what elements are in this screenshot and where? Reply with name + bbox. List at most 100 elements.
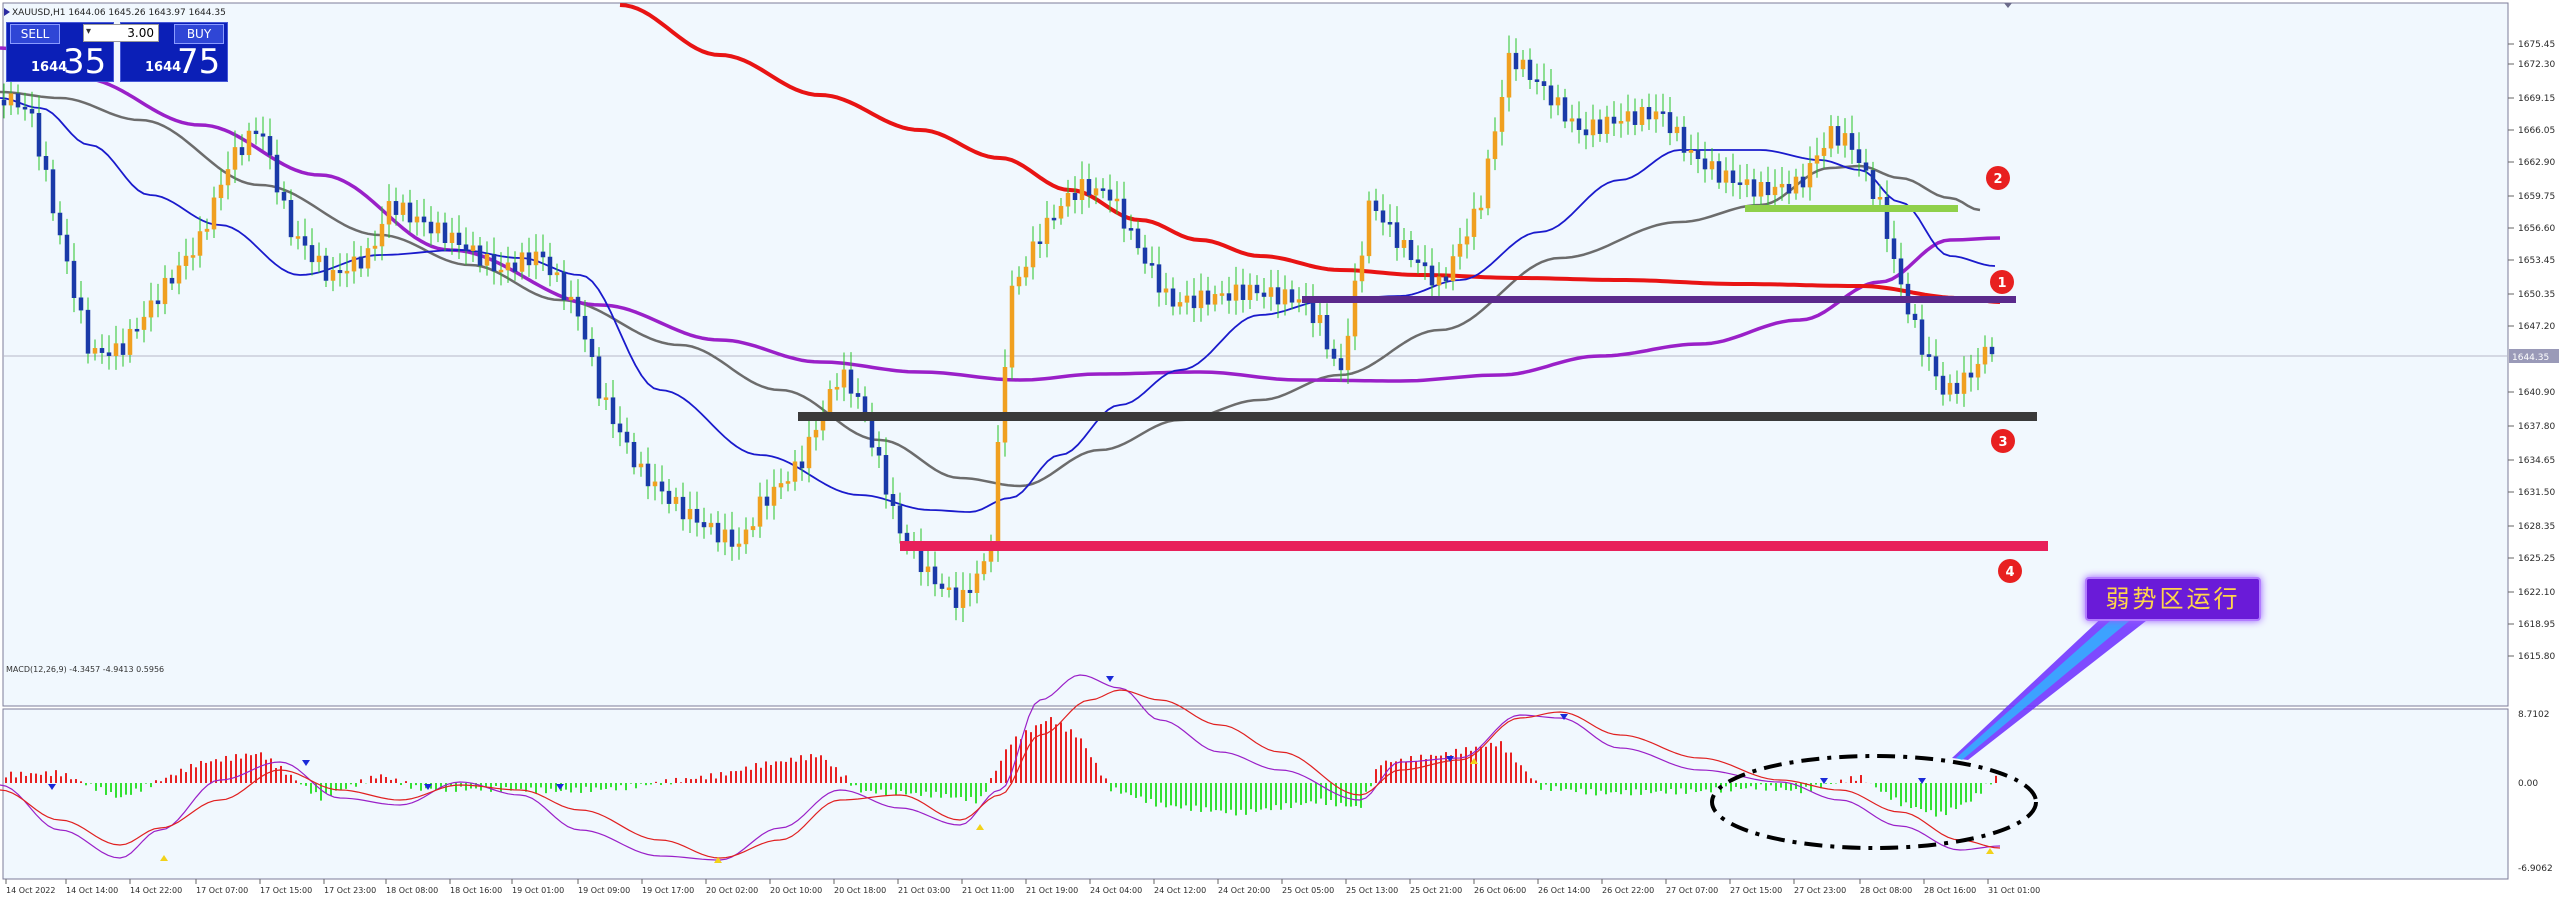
macd-bar	[430, 783, 432, 789]
macd-bar	[40, 774, 42, 783]
candle-body	[1912, 313, 1918, 320]
candle-body	[946, 587, 952, 590]
macd-bar	[30, 773, 32, 783]
macd-bar	[1300, 783, 1302, 805]
macd-bar	[515, 783, 517, 790]
time-axis-label: 21 Oct 03:00	[898, 886, 950, 895]
level-marker-label: 1	[1997, 276, 2006, 291]
macd-bar	[1885, 783, 1887, 792]
candle-body	[113, 343, 119, 356]
macd-bar	[715, 778, 717, 783]
macd-bar	[1545, 783, 1547, 785]
macd-bar	[100, 783, 102, 788]
macd-cross-arrow-icon	[160, 855, 168, 861]
macd-bar	[565, 783, 567, 790]
macd-bar	[465, 783, 467, 791]
candle-body	[1604, 116, 1610, 134]
lot-size-dropdown-icon[interactable]: ▾	[86, 26, 92, 37]
macd-bar	[1000, 760, 1002, 783]
candle-body	[1093, 188, 1099, 196]
candle-body	[1366, 200, 1372, 257]
candle-body	[1709, 161, 1715, 170]
time-axis-label: 18 Oct 08:00	[386, 886, 438, 895]
macd-bar	[1975, 783, 1977, 794]
macd-bar	[1280, 783, 1282, 810]
candle-body	[288, 200, 294, 238]
buy-price-prefix: 1644	[145, 60, 182, 75]
macd-bar	[1380, 765, 1382, 783]
macd-bar	[1020, 739, 1022, 783]
price-axis-label: 1647.20	[2518, 322, 2555, 332]
candle-body	[43, 156, 49, 170]
candle-body	[673, 496, 679, 504]
candle-body	[1674, 126, 1680, 134]
sell-label: SELL	[10, 24, 60, 44]
macd-bar	[850, 783, 852, 786]
candle-body	[246, 130, 252, 156]
candle-body	[1100, 188, 1106, 191]
macd-bar	[1675, 783, 1677, 795]
macd-bar	[15, 777, 17, 783]
candle-body	[799, 461, 805, 469]
macd-bar	[1965, 783, 1967, 803]
macd-bar	[1610, 783, 1612, 793]
candle-body	[533, 251, 539, 266]
macd-cross-arrow-icon	[48, 784, 56, 790]
macd-bar	[1840, 779, 1842, 783]
macd-bar	[1570, 783, 1572, 790]
lot-size-input[interactable]: 3.00	[83, 24, 159, 42]
candle-body	[995, 442, 1001, 549]
macd-bar	[300, 783, 302, 785]
candle-body	[57, 212, 63, 236]
candle-body	[750, 526, 756, 531]
candle-body	[379, 223, 385, 247]
candle-body	[1681, 126, 1687, 153]
price-axis-label: 1622.10	[2518, 588, 2555, 598]
price-axis-label: 1672.30	[2518, 60, 2555, 70]
macd-bar	[530, 783, 532, 788]
macd-bar	[665, 779, 667, 783]
macd-cross-arrow-icon	[1918, 778, 1926, 784]
macd-bar	[1265, 783, 1267, 809]
candle-body	[183, 255, 189, 266]
candle-body	[1471, 208, 1477, 237]
macd-bar	[660, 783, 662, 785]
one-click-trading-panel: SELL 1644 35 BUY 1644 75 3.00 ▾	[6, 22, 228, 82]
macd-bar	[1540, 783, 1542, 790]
candle-body	[1310, 301, 1316, 324]
buy-price-pips: 75	[177, 42, 221, 82]
macd-cross-arrow-icon	[556, 784, 564, 790]
candle-body	[1261, 292, 1267, 297]
macd-bar	[1820, 783, 1822, 789]
macd-bar	[1420, 754, 1422, 783]
macd-bar	[1955, 783, 1957, 810]
candle-body	[736, 543, 742, 547]
macd-bar	[1895, 783, 1897, 798]
macd-bar	[1580, 783, 1582, 789]
macd-bar	[275, 767, 277, 783]
sell-button[interactable]: SELL 1644 35	[6, 22, 114, 82]
candle-body	[309, 245, 315, 263]
weak-zone-ellipse	[1710, 754, 2038, 850]
candle-body	[981, 561, 987, 575]
symbol-arrow-icon	[4, 8, 10, 16]
macd-bar	[440, 783, 442, 787]
candle-body	[1016, 276, 1022, 287]
macd-bar	[130, 783, 132, 795]
candle-body	[1114, 198, 1120, 202]
time-axis-label: 19 Oct 17:00	[642, 886, 694, 895]
candle-body	[1030, 241, 1036, 268]
candle-body	[1618, 121, 1624, 124]
macd-bar	[970, 783, 972, 797]
candle-body	[1863, 162, 1869, 171]
macd-bar	[485, 783, 487, 787]
candle-body	[1352, 280, 1358, 337]
macd-bar	[1970, 783, 1972, 802]
candle-body	[526, 252, 532, 266]
macd-bar	[1690, 783, 1692, 790]
macd-bar	[240, 758, 242, 783]
macd-bar	[380, 774, 382, 783]
macd-bar	[1405, 761, 1407, 783]
